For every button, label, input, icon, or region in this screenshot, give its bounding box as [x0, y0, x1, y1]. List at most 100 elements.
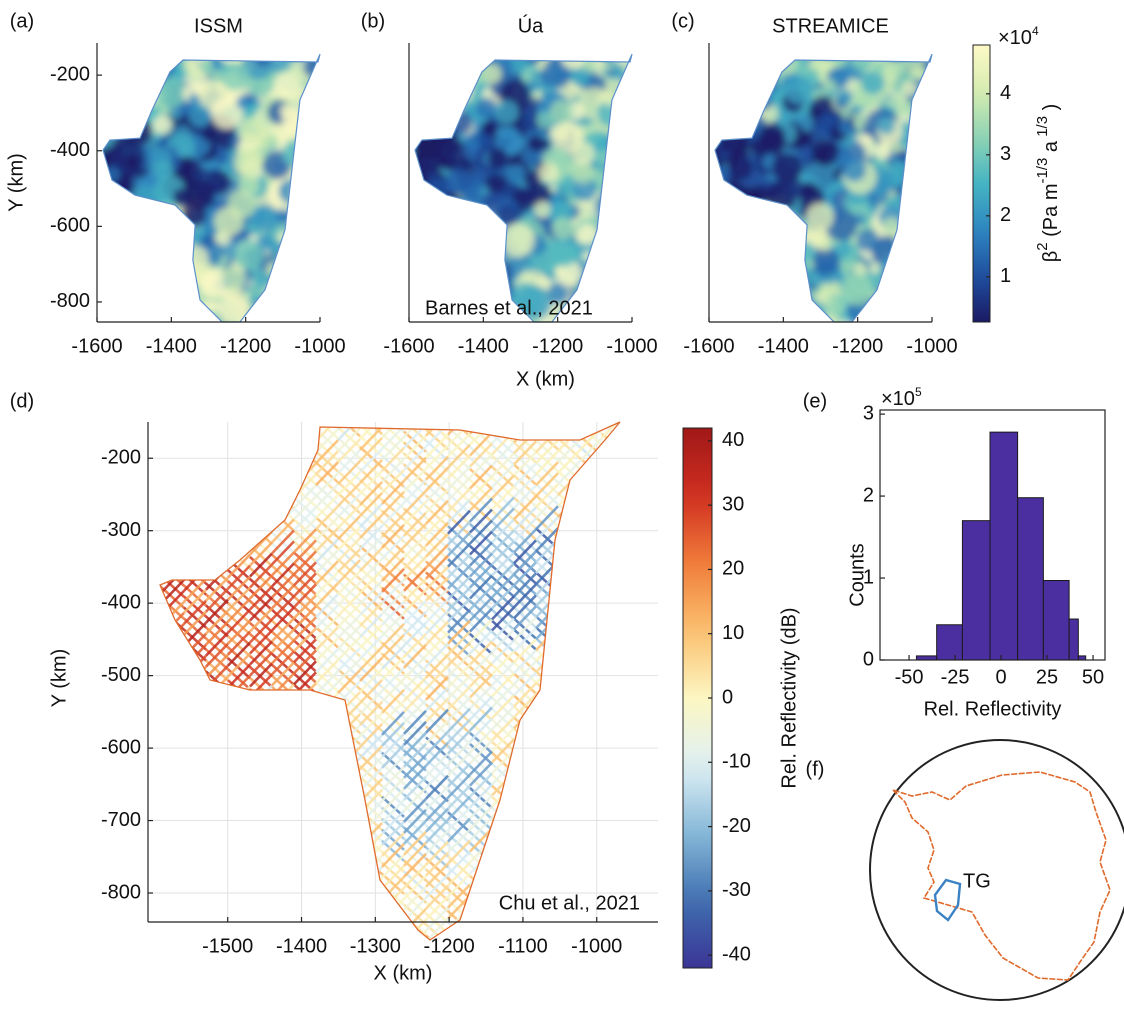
multiplier-base: ×10 [881, 388, 915, 410]
map-patch [416, 42, 432, 58]
track [448, 405, 470, 425]
track [206, 556, 228, 579]
track [624, 579, 646, 602]
map-patch [440, 32, 469, 61]
map-patch [144, 273, 162, 291]
map-patch [725, 201, 747, 223]
track [228, 852, 250, 875]
map-patch [221, 62, 249, 90]
track [140, 526, 162, 549]
x-tick-label: -1000 [571, 935, 622, 957]
track [162, 544, 184, 564]
track [206, 798, 228, 821]
track [602, 855, 624, 878]
track [272, 453, 294, 476]
map-patch [784, 75, 813, 104]
map-patch [236, 96, 249, 109]
map-patch [159, 227, 171, 239]
track [294, 861, 316, 881]
map-patch [296, 182, 325, 211]
map-patch [775, 243, 809, 277]
track [624, 469, 646, 492]
track [206, 715, 228, 735]
map-patch [769, 254, 789, 274]
track [514, 740, 536, 760]
track [602, 591, 624, 614]
antarctica-coast [893, 772, 1110, 980]
track [250, 447, 272, 467]
track [272, 489, 294, 509]
track [272, 764, 294, 784]
colorbar-tick-label: 30 [722, 493, 744, 515]
map-patch [900, 201, 927, 228]
map-patch [303, 214, 331, 242]
track [558, 867, 580, 887]
track [602, 954, 624, 977]
track [206, 440, 228, 460]
track [558, 516, 580, 539]
map-patch [413, 236, 429, 252]
map-patch [155, 58, 169, 72]
map-patch [534, 201, 551, 218]
track [250, 755, 272, 775]
map-patch [409, 106, 429, 126]
map-patch [234, 240, 263, 269]
map-patch [142, 212, 175, 245]
track [140, 702, 162, 725]
y-tick-label: -500 [101, 664, 141, 686]
map-patch [551, 33, 573, 55]
track [140, 425, 162, 445]
track [624, 531, 646, 551]
track [162, 830, 184, 850]
map-patch [901, 199, 912, 210]
map-patch [785, 238, 800, 253]
track [140, 944, 162, 967]
track [558, 824, 580, 847]
map-patch [131, 41, 153, 63]
map-patch [150, 55, 175, 80]
track [294, 817, 316, 837]
map-patch [742, 273, 754, 285]
track [140, 394, 162, 417]
map-patch [128, 95, 146, 113]
track [228, 379, 250, 402]
map-patch [122, 70, 133, 81]
track [536, 704, 558, 724]
map-patch [785, 42, 803, 60]
track [602, 668, 624, 691]
map-patch [424, 103, 441, 120]
map-patch [410, 266, 439, 295]
track [580, 458, 602, 478]
track [206, 842, 228, 865]
track [162, 764, 184, 784]
track [250, 433, 272, 456]
track [206, 506, 228, 526]
track [140, 414, 162, 434]
map-patch [126, 154, 139, 167]
track [624, 542, 646, 562]
map-patch [836, 89, 852, 105]
map-patch [744, 291, 773, 320]
map-patch [602, 44, 625, 67]
track [338, 878, 360, 898]
map-patch [106, 207, 119, 220]
track [162, 478, 184, 498]
track [602, 690, 624, 713]
track [624, 509, 646, 529]
track [580, 733, 602, 753]
map-patch [306, 156, 321, 171]
track [228, 394, 250, 414]
map-patch [611, 144, 631, 164]
track [140, 438, 162, 461]
track [184, 557, 206, 580]
map-patch [446, 43, 480, 77]
track [250, 964, 272, 984]
track [602, 478, 624, 498]
track [140, 658, 162, 681]
track [250, 807, 272, 830]
map-patch [902, 168, 924, 190]
track [272, 852, 294, 872]
track [316, 385, 338, 408]
track [162, 390, 184, 410]
map-patch [155, 220, 182, 247]
